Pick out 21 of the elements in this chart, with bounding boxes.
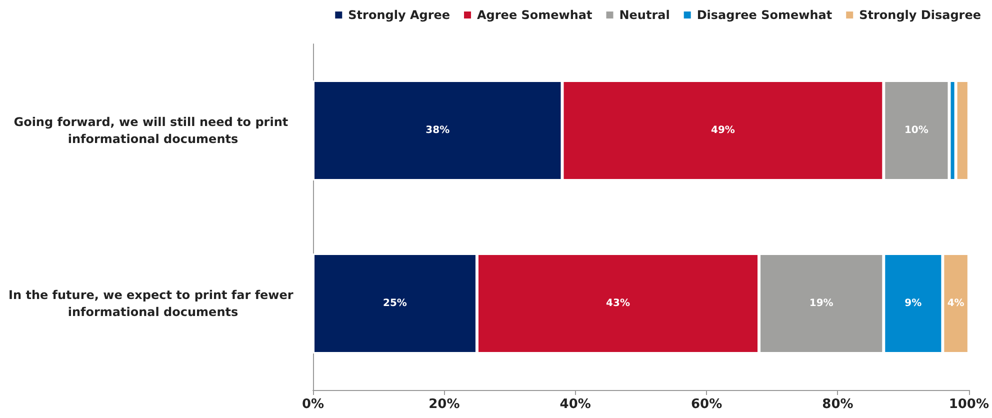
data-label: 49% bbox=[710, 125, 735, 136]
x-tick-label: 60% bbox=[690, 397, 722, 412]
data-label: 9% bbox=[904, 298, 922, 309]
legend-label: Disagree Somewhat bbox=[696, 8, 832, 22]
data-label: 43% bbox=[606, 298, 630, 309]
data-label: 38% bbox=[426, 125, 450, 136]
legend-label: Agree Somewhat bbox=[477, 8, 593, 22]
legend-label: Strongly Agree bbox=[348, 8, 450, 22]
legend-label: Neutral bbox=[619, 8, 670, 22]
x-tick-label: 20% bbox=[428, 397, 460, 412]
x-tick-label: 80% bbox=[822, 397, 854, 412]
x-tick-label: 40% bbox=[560, 397, 591, 412]
y-tick-label: Going forward, we will still need to print informational documents bbox=[14, 115, 292, 146]
data-label: 10% bbox=[904, 125, 928, 136]
data-label: 19% bbox=[809, 298, 834, 309]
data-label: 25% bbox=[383, 298, 407, 309]
data-label: 4% bbox=[947, 298, 964, 309]
legend-label: Strongly Disagree bbox=[859, 8, 982, 22]
x-tick-label: 0% bbox=[302, 397, 324, 412]
x-tick-label: 100% bbox=[948, 397, 990, 412]
y-tick-label: In the future, we expect to print far fewer informational documents bbox=[8, 288, 298, 319]
